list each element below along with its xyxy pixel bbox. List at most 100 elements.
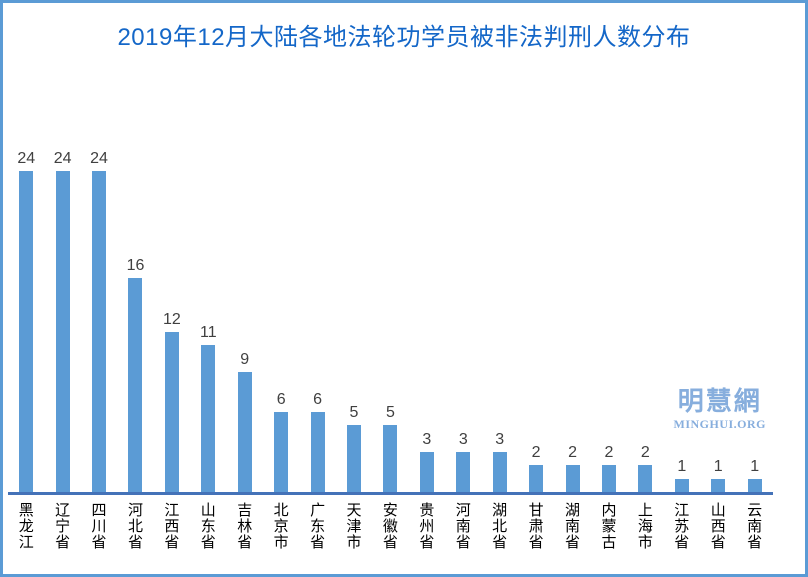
x-axis-label-text: 贵州省 [419, 502, 435, 551]
bar-slot: 24 [44, 147, 80, 492]
bar-slot: 9 [227, 147, 263, 492]
x-axis-label-text: 上海市 [637, 502, 653, 551]
bar-value-label: 3 [422, 430, 432, 448]
bar-slot: 5 [336, 147, 372, 492]
x-axis-label-text: 辽宁省 [55, 502, 71, 551]
bar-value-label: 1 [713, 457, 723, 475]
minghui-url: MINGHUI.ORG [673, 417, 766, 431]
bar-value-label: 2 [531, 444, 541, 462]
bar-上海市 [638, 465, 653, 492]
bar-slot: 3 [445, 147, 481, 492]
bar-value-label: 2 [640, 444, 650, 462]
x-axis-label-text: 甘肃省 [528, 502, 544, 551]
bar-slot: 11 [190, 147, 226, 492]
bar-slot: 16 [117, 147, 153, 492]
x-axis-label: 江西省 [154, 503, 190, 551]
x-axis-label-text: 安徽省 [382, 502, 398, 551]
x-axis-label: 黑龙江 [8, 503, 44, 551]
bar-湖南省 [565, 465, 580, 492]
bar-value-label: 9 [240, 350, 250, 368]
x-axis-label: 北京市 [263, 503, 299, 551]
bar-slot: 2 [554, 147, 590, 492]
bar-slot: 6 [263, 147, 299, 492]
bar-value-label: 1 [750, 457, 760, 475]
bar-内蒙古 [601, 465, 616, 492]
bar-slot: 1 [700, 147, 736, 492]
bar-slot: 24 [81, 147, 117, 492]
bar-甘肃省 [529, 465, 544, 492]
bar-value-label: 24 [90, 150, 108, 167]
bar-value-label: 24 [17, 150, 36, 167]
bar-slot: 2 [591, 147, 627, 492]
x-axis-label-text: 广东省 [310, 502, 326, 551]
x-axis-label: 贵州省 [409, 503, 445, 551]
bar-value-label: 11 [200, 323, 217, 341]
bars-container: 24 24 24 16 12 11 9 6 6 5 5 3 3 3 2 2 2 2 1 1 1 [8, 147, 773, 492]
x-axis-label-text: 山东省 [200, 502, 216, 551]
bar-北京市 [274, 411, 289, 492]
x-axis-label: 辽宁省 [44, 503, 80, 551]
x-axis-label: 河北省 [117, 503, 153, 551]
bar-slot: 5 [372, 147, 408, 492]
x-axis-label-text: 四川省 [91, 502, 107, 551]
bar-value-label: 16 [126, 257, 145, 274]
x-axis-labels: 黑龙江 辽宁省 四川省 河北省 江西省 山东省 吉林省 北京市 广东省 天津市 安徽省 贵州省 河南省 湖… [8, 503, 773, 551]
minghui-watermark: 明慧網 MINGHUI.ORG [674, 388, 767, 430]
bar-slot: 1 [664, 147, 700, 492]
bar-四川省 [92, 171, 107, 492]
bar-value-label: 2 [604, 444, 614, 462]
bar-value-label: 6 [313, 390, 323, 408]
bar-江西省 [164, 331, 179, 492]
x-axis-label-text: 黑龙江 [18, 502, 34, 551]
bar-河北省 [128, 278, 143, 492]
x-axis-label: 天津市 [336, 503, 372, 551]
bar-value-label: 12 [163, 310, 181, 328]
bar-value-label: 5 [349, 404, 359, 422]
x-axis-label: 山西省 [700, 503, 736, 551]
bar-河南省 [456, 451, 471, 492]
x-axis-label: 湖南省 [554, 503, 590, 551]
bar-value-label: 24 [53, 150, 72, 167]
bar-value-label: 5 [385, 404, 395, 422]
chart-title: 2019年12月大陆各地法轮功学员被非法判刑人数分布 [117, 24, 691, 51]
x-axis-label: 云南省 [736, 503, 772, 551]
bar-云南省 [747, 478, 762, 492]
bar-value-label: 3 [458, 430, 468, 448]
bar-value-label: 3 [495, 430, 505, 448]
x-axis-label-text: 湖北省 [492, 502, 508, 551]
bar-slot: 2 [518, 147, 554, 492]
x-axis-label-text: 天津市 [346, 502, 362, 551]
x-axis-label-text: 江西省 [164, 502, 180, 551]
bar-slot: 3 [481, 147, 517, 492]
bar-山西省 [711, 478, 726, 492]
x-axis-label-text: 山西省 [710, 502, 726, 551]
bar-slot: 12 [154, 147, 190, 492]
bar-贵州省 [419, 451, 434, 492]
bar-吉林省 [237, 371, 252, 492]
bar-value-label: 6 [276, 390, 286, 408]
x-axis-label-text: 河北省 [127, 502, 143, 551]
bar-slot: 1 [736, 147, 772, 492]
bar-slot: 6 [299, 147, 335, 492]
bar-value-label: 2 [568, 444, 577, 462]
x-axis-line [8, 492, 773, 495]
bar-广东省 [310, 411, 325, 492]
x-axis-label-text: 内蒙古 [601, 502, 617, 551]
x-axis-label: 吉林省 [227, 503, 263, 551]
bar-湖北省 [492, 451, 507, 492]
x-axis-label: 山东省 [190, 503, 226, 551]
x-axis-label-text: 河南省 [455, 502, 471, 551]
x-axis-label-text: 吉林省 [237, 502, 253, 551]
x-axis-label: 江苏省 [664, 503, 700, 551]
bar-安徽省 [383, 425, 398, 492]
x-axis-label: 甘肃省 [518, 503, 554, 551]
bar-黑龙江 [19, 171, 34, 492]
x-axis-label-text: 湖南省 [565, 502, 581, 551]
bar-slot: 2 [627, 147, 663, 492]
bar-slot: 3 [409, 147, 445, 492]
x-axis-label: 安徽省 [372, 503, 408, 551]
x-axis-label-text: 江苏省 [674, 502, 690, 551]
x-axis-label-text: 北京市 [273, 502, 289, 551]
bar-山东省 [201, 344, 216, 492]
